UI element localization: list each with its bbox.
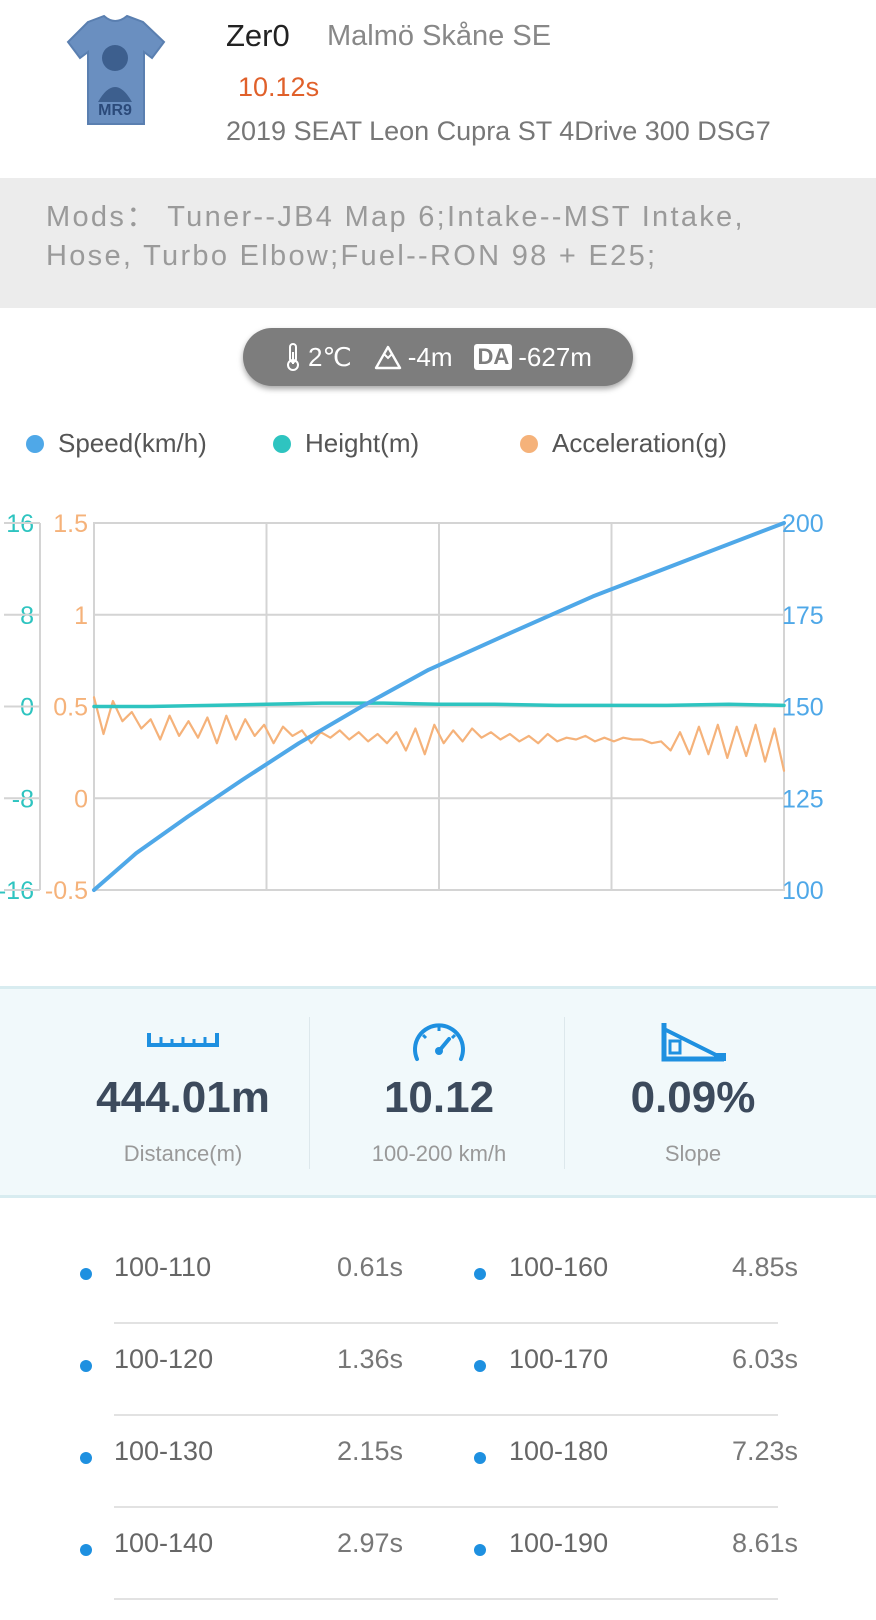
legend-item-acceleration[interactable]: Acceleration(g)	[520, 428, 727, 459]
speed-axis-tick-label: 200	[782, 510, 824, 538]
split-range: 100-180	[509, 1436, 609, 1466]
da-badge: DA	[474, 344, 513, 370]
slope-label: Slope	[664, 1141, 722, 1166]
split-range: 100-190	[509, 1528, 609, 1558]
acceleration-axis-tick-label: -0.5	[45, 877, 88, 905]
split-row: 100-130 2.15s 100-180 7.23s	[0, 1414, 876, 1508]
time-label: 100-200 km/h	[371, 1141, 507, 1166]
split-range: 100-170	[509, 1344, 609, 1374]
split-range: 100-140	[114, 1528, 214, 1558]
car-model: 2019 SEAT Leon Cupra ST 4Drive 300 DSG7	[226, 116, 771, 146]
distance-label: Distance(m)	[123, 1141, 243, 1166]
split-time: 2.15s	[336, 1436, 403, 1466]
legend-dot-speed	[26, 434, 44, 453]
split-time: 1.36s	[336, 1344, 403, 1374]
conditions-pill: 2℃ -4m DA -627m	[243, 328, 633, 386]
slope-icon	[566, 1019, 820, 1065]
temperature-value: 2℃	[308, 341, 352, 372]
split-dot	[474, 1544, 486, 1556]
mods-line-2: Hose, Turbo Elbow;Fuel--RON 98 + E25;	[46, 240, 658, 272]
split-row: 100-110 0.61s 100-160 4.85s	[0, 1230, 876, 1324]
height-series-line	[92, 701, 786, 709]
split-divider	[114, 1322, 778, 1324]
altitude-item: -4m	[374, 341, 453, 373]
split-divider	[114, 1414, 778, 1416]
legend-item-speed[interactable]: Speed(km/h)	[26, 428, 207, 459]
split-dot	[80, 1544, 92, 1556]
speed-axis-tick-label: 125	[782, 785, 824, 813]
speed-axis-tick-label: 150	[782, 694, 824, 722]
density-altitude-value: -627m	[518, 341, 592, 372]
acceleration-axis-tick-label: 0	[74, 785, 88, 813]
split-dot	[80, 1452, 92, 1464]
avatar-text: MR9	[98, 102, 132, 119]
thermometer-icon	[284, 342, 302, 372]
stat-divider	[564, 1017, 565, 1169]
stat-slope: 0.09% Slope	[566, 989, 820, 1201]
split-time: 7.23s	[731, 1436, 798, 1466]
split-range: 100-160	[509, 1252, 609, 1282]
stat-time: 10.12 100-200 km/h	[312, 989, 566, 1201]
time-value: 10.12	[383, 1073, 495, 1122]
acceleration-axis-tick-label: 1.5	[53, 510, 88, 538]
split-row: 100-140 2.97s 100-190 8.61s	[0, 1506, 876, 1600]
split-range: 100-120	[114, 1344, 214, 1374]
distance-value: 444.01m	[96, 1073, 270, 1122]
mountain-icon	[374, 344, 402, 370]
split-row: 100-120 1.36s 100-170 6.03s	[0, 1322, 876, 1416]
split-time: 8.61s	[731, 1528, 798, 1558]
slope-value: 0.09%	[630, 1073, 756, 1122]
altitude-value: -4m	[407, 341, 453, 372]
split-dot	[474, 1268, 486, 1280]
split-dot	[474, 1452, 486, 1464]
user-name[interactable]: Zer0	[226, 18, 290, 53]
chart-legend: Speed(km/h) Height(m) Acceleration(g)	[26, 428, 856, 468]
stat-distance: 444.01m Distance(m)	[56, 989, 310, 1201]
run-time: 10.12s	[238, 72, 320, 102]
acceleration-axis-tick-label: 0.5	[53, 694, 88, 722]
density-altitude-item: DA -627m	[474, 341, 592, 373]
split-divider	[114, 1598, 778, 1600]
speed-series-line	[92, 521, 786, 892]
legend-label-height: Height(m)	[305, 428, 420, 458]
ruler-icon	[56, 1019, 310, 1065]
split-dot	[474, 1360, 486, 1372]
run-header: MR9 Zer0 Malmö Skåne SE 10.12s 2019 SEAT…	[0, 0, 876, 178]
mods-line-1: Mods： Tuner--JB4 Map 6;Intake--MST Intak…	[46, 201, 745, 233]
split-range: 100-110	[114, 1252, 212, 1282]
split-time: 0.61s	[336, 1252, 403, 1282]
legend-label-acceleration: Acceleration(g)	[552, 428, 727, 458]
acceleration-series-line	[92, 696, 786, 772]
speed-axis-tick-label: 100	[782, 877, 824, 905]
stats-panel: 444.01m Distance(m) 10.12 100-200 km/h 0…	[0, 986, 876, 1198]
tshirt-avatar-icon[interactable]: MR9	[58, 12, 173, 130]
split-time: 6.03s	[731, 1344, 798, 1374]
split-time: 2.97s	[336, 1528, 403, 1558]
speedometer-icon	[312, 1019, 566, 1065]
location: Malmö Skåne SE	[327, 20, 552, 52]
split-range: 100-130	[114, 1436, 214, 1466]
split-dot	[80, 1360, 92, 1372]
split-dot	[80, 1268, 92, 1280]
stat-divider	[309, 1017, 310, 1169]
split-divider	[114, 1506, 778, 1508]
legend-dot-acceleration	[520, 434, 538, 453]
legend-label-speed: Speed(km/h)	[58, 428, 207, 458]
mods-panel: Mods： Tuner--JB4 Map 6;Intake--MST Intak…	[0, 178, 876, 308]
split-time: 4.85s	[731, 1252, 798, 1282]
temperature-item: 2℃	[284, 342, 352, 373]
legend-item-height[interactable]: Height(m)	[273, 428, 419, 459]
speed-axis-tick-label: 175	[782, 602, 824, 630]
acceleration-axis-tick-label: 1	[74, 602, 88, 630]
legend-dot-height	[273, 434, 291, 453]
